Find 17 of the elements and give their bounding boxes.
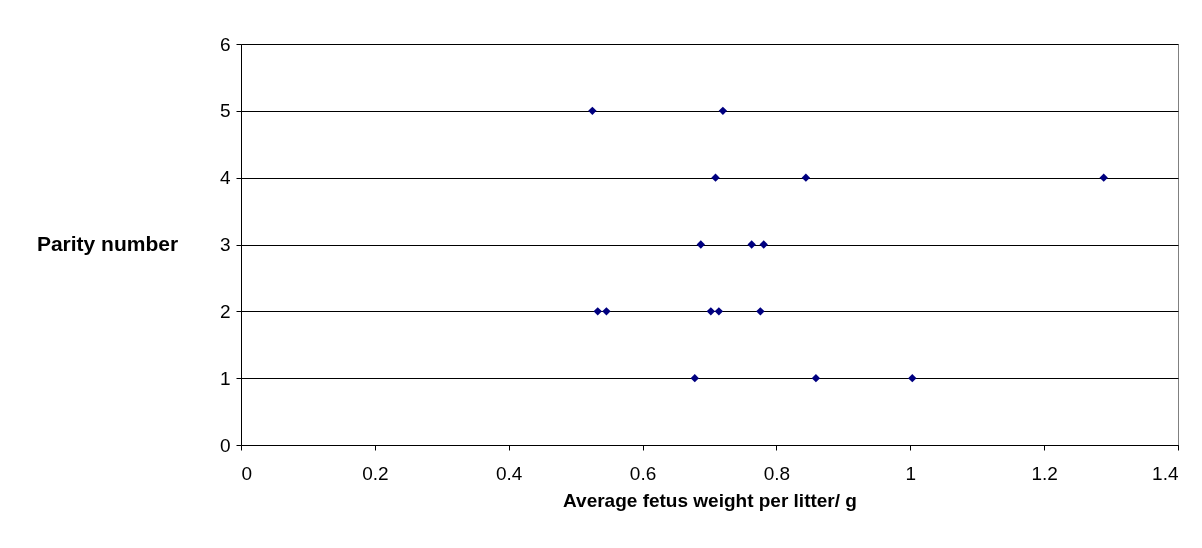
y-tick-label: 6 — [219, 33, 231, 55]
x-tick-label: 1.2 — [1031, 462, 1058, 484]
y-tick-label: 5 — [219, 100, 231, 122]
x-tick-label: 0 — [241, 462, 253, 484]
y-tick-label: 3 — [219, 234, 231, 255]
y-tick-label: 2 — [219, 300, 231, 322]
y-tick-label: 1 — [219, 367, 231, 389]
x-tick-label: 0.4 — [496, 462, 523, 484]
y-tick-label: 0 — [219, 434, 231, 456]
x-tick-label: 0.8 — [763, 462, 791, 484]
x-tick-label: 0.6 — [629, 462, 657, 484]
x-tick-label: 1 — [905, 462, 917, 484]
x-tick-label: 0.2 — [362, 462, 389, 484]
y-tick-label: 4 — [219, 167, 231, 189]
y-axis-title: Parity number — [36, 231, 179, 255]
x-axis-title: Average fetus weight per litter/ g — [563, 489, 857, 511]
x-tick-label: 1.4 — [1152, 462, 1179, 484]
